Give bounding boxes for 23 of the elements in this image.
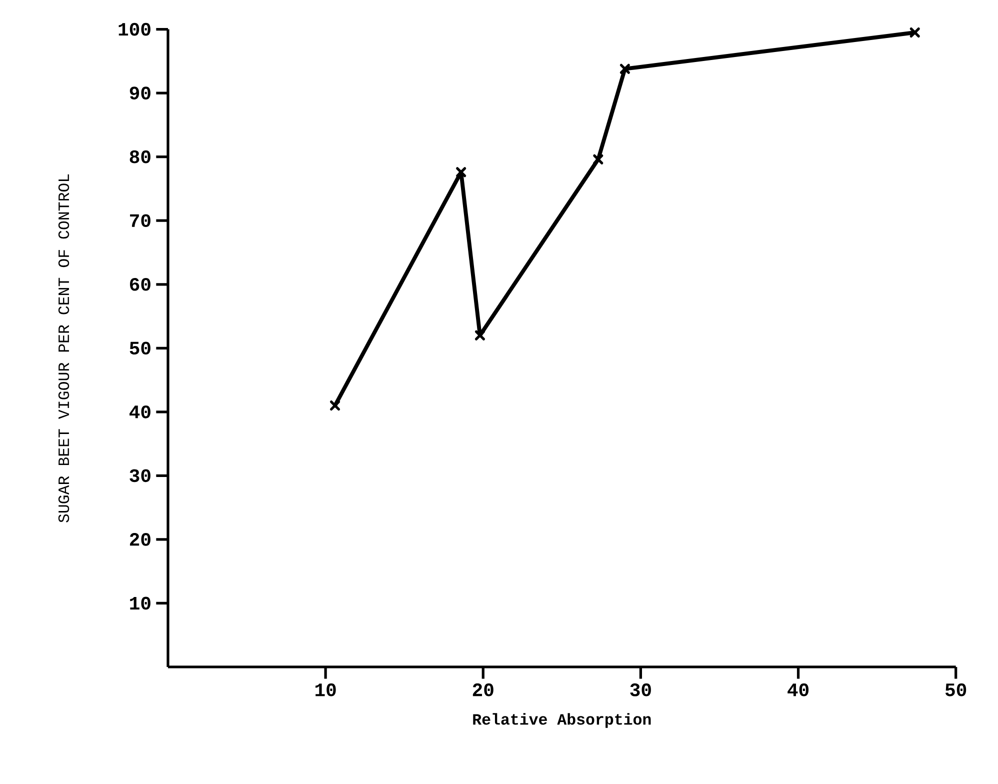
x-tick-label: 20 [472,684,494,696]
x-tick-label: 40 [788,684,809,696]
y-tick-label: 100 [118,23,150,36]
point [474,330,485,341]
y-tick-label: 20 [130,533,150,546]
x-tick-label: 30 [630,684,651,696]
x-axis-title: Relative Absorption [473,713,651,728]
y-tick-label: 30 [130,469,150,482]
y-tick-label: 80 [130,150,150,164]
y-axis-title: SUGAR BEET VIGOUR PER CENT OF CONTROL [58,174,70,523]
point [456,167,466,178]
y-tick-label: 10 [130,597,150,610]
point [593,154,604,165]
x-tick-label: 10 [315,684,336,696]
x-tick-label: 50 [945,684,966,696]
point [620,64,630,74]
y-tick-label: 40 [130,406,150,419]
y-tick-label: 50 [130,342,150,355]
point [910,28,920,38]
point [330,400,340,411]
y-tick-label: 70 [130,214,150,228]
y-tick-label: 90 [130,86,150,100]
y-tick-label: 60 [130,278,150,291]
